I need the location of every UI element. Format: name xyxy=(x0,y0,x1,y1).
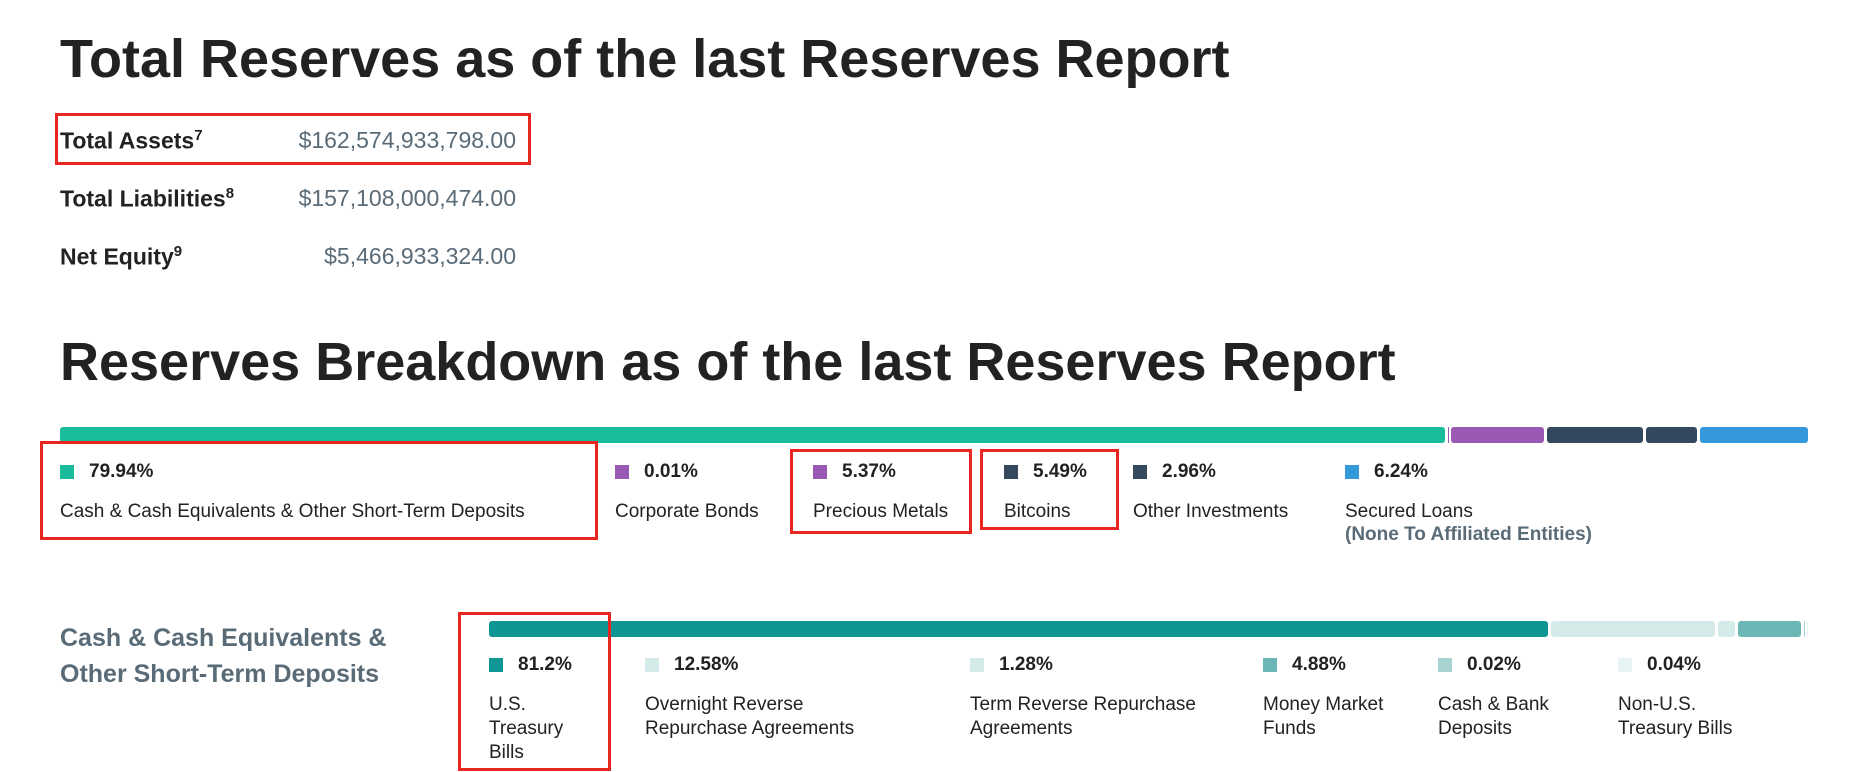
highlight-box xyxy=(40,441,598,540)
percentage: 12.58% xyxy=(674,654,739,675)
highlight-box xyxy=(980,449,1119,530)
footnote: 9 xyxy=(173,243,183,260)
percentage: 1.28% xyxy=(999,654,1053,675)
percentage: 4.88% xyxy=(1292,654,1346,675)
item-name: Cash & Bank Deposits xyxy=(1438,694,1549,739)
row-label: Total Assets7 xyxy=(60,127,203,155)
item-subtext: (None To Affiliated Entities) xyxy=(1345,524,1592,545)
item-name: U.S. Treasury Bills xyxy=(489,694,564,763)
percentage: 79.94% xyxy=(89,461,154,482)
legend-swatch xyxy=(1345,465,1359,479)
row-label-text: Net Equity xyxy=(60,243,174,270)
percentage: 0.02% xyxy=(1467,654,1521,675)
highlight-box xyxy=(790,449,972,534)
bar-segment xyxy=(1645,427,1697,443)
legend-swatch xyxy=(1133,465,1147,479)
legend-swatch xyxy=(1438,658,1452,672)
percentage: 81.2% xyxy=(518,654,572,675)
item-name: Other Investments xyxy=(1133,501,1289,522)
row-amount: $157,108,000,474.00 xyxy=(298,185,516,211)
legend-swatch xyxy=(645,658,659,672)
row-label: Total Liabilities8 xyxy=(60,185,234,213)
bar-segment xyxy=(1737,621,1802,637)
row-label-text: Total Liabilities xyxy=(60,185,226,212)
bar-segment xyxy=(1699,427,1808,443)
footnote: 7 xyxy=(194,127,203,144)
item-name: Secured Loans xyxy=(1345,501,1473,522)
bar-segment xyxy=(1717,621,1735,637)
bar-segment xyxy=(1550,621,1715,637)
breakdown-title: Reserves Breakdown as of the last Reserv… xyxy=(60,332,1396,392)
percentage: 0.04% xyxy=(1647,654,1701,675)
legend-swatch xyxy=(813,465,827,479)
bar-segment xyxy=(489,621,1548,637)
item-name: Corporate Bonds xyxy=(615,501,759,522)
legend-swatch xyxy=(615,465,629,479)
percentage: 6.24% xyxy=(1374,461,1428,482)
item-name: Term Reverse Repurchase Agreements xyxy=(970,694,1196,739)
item-name: Non-U.S. Treasury Bills xyxy=(1618,694,1733,739)
bar-segment xyxy=(1547,427,1643,443)
highlight-box xyxy=(458,612,611,771)
percentage: 2.96% xyxy=(1162,461,1216,482)
item-name: Overnight Reverse Repurchase Agreements xyxy=(645,694,855,739)
legend-swatch xyxy=(489,658,503,672)
item-name: Bitcoins xyxy=(1004,501,1071,522)
legend-swatch xyxy=(1618,658,1632,672)
legend-swatch xyxy=(1004,465,1018,479)
percentage: 5.37% xyxy=(842,461,896,482)
percentage: 0.01% xyxy=(644,461,698,482)
item-name: Precious Metals xyxy=(813,501,949,522)
bar-segment xyxy=(1451,427,1545,443)
row-label-text: Total Assets xyxy=(60,127,195,154)
row-amount: $162,574,933,798.00 xyxy=(298,127,516,153)
bar-segment xyxy=(1807,621,1808,637)
row-amount: $5,466,933,324.00 xyxy=(324,243,516,269)
legend-swatch xyxy=(1263,658,1277,672)
highlight-box xyxy=(55,113,531,165)
row-label: Net Equity9 xyxy=(60,243,182,271)
item-name: Cash & Cash Equivalents & Other Short-Te… xyxy=(60,501,525,522)
legend-swatch xyxy=(60,465,74,479)
item-name: Money Market Funds xyxy=(1263,694,1384,739)
legend-swatch xyxy=(970,658,984,672)
cash-title: Cash & Cash Equivalents & Other Short-Te… xyxy=(60,624,387,688)
summary-title: Total Reserves as of the last Reserves R… xyxy=(60,29,1230,89)
bar-segment xyxy=(60,427,1446,443)
footnote: 8 xyxy=(225,185,235,202)
percentage: 5.49% xyxy=(1033,461,1087,482)
